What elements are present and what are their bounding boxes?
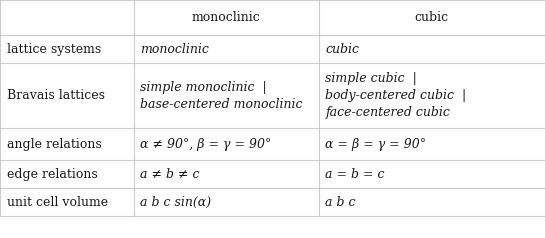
Text: a = b = c: a = b = c (325, 168, 385, 181)
Text: simple monoclinic  |
base-centered monoclinic: simple monoclinic | base-centered monocl… (140, 81, 302, 111)
Text: monoclinic: monoclinic (140, 43, 209, 56)
Text: lattice systems: lattice systems (7, 43, 101, 56)
Text: a ≠ b ≠ c: a ≠ b ≠ c (140, 168, 199, 181)
Text: unit cell volume: unit cell volume (7, 196, 108, 209)
Text: a b c: a b c (325, 196, 356, 209)
Text: monoclinic: monoclinic (192, 11, 261, 24)
Text: edge relations: edge relations (7, 168, 98, 181)
Text: cubic: cubic (415, 11, 449, 24)
Text: angle relations: angle relations (7, 138, 101, 151)
Text: simple cubic  |
body-centered cubic  |
face-centered cubic: simple cubic | body-centered cubic | fac… (325, 72, 467, 119)
Text: α ≠ 90°, β = γ = 90°: α ≠ 90°, β = γ = 90° (140, 138, 271, 151)
Text: Bravais lattices: Bravais lattices (7, 89, 105, 102)
Text: cubic: cubic (325, 43, 359, 56)
Text: a b c sin(α): a b c sin(α) (140, 196, 211, 209)
Text: α = β = γ = 90°: α = β = γ = 90° (325, 138, 426, 151)
